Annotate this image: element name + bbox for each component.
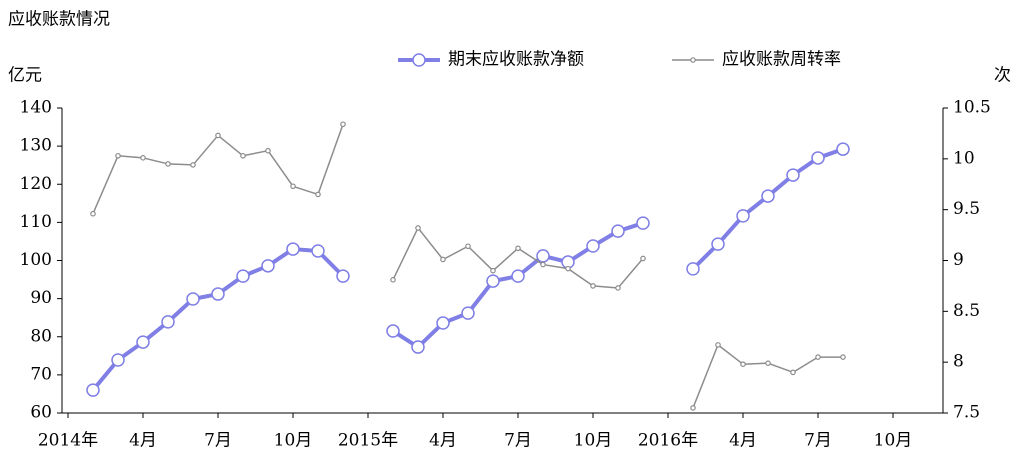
legend-label: 应收账款周转率 bbox=[722, 50, 841, 70]
point-marker bbox=[90, 210, 96, 217]
y2-tick-label: 9.5 bbox=[953, 199, 980, 219]
point-marker bbox=[686, 262, 700, 276]
point-marker bbox=[136, 335, 150, 349]
point-marker bbox=[261, 259, 275, 273]
point-marker bbox=[586, 239, 600, 253]
y-tick-label: 140 bbox=[20, 98, 52, 118]
legend-marker bbox=[412, 53, 426, 67]
point-marker bbox=[615, 285, 621, 291]
point-marker bbox=[515, 245, 521, 252]
chart-title: 应收账款情况 bbox=[8, 10, 110, 30]
point-marker bbox=[211, 287, 225, 301]
point-marker bbox=[186, 292, 200, 306]
point-marker bbox=[240, 152, 246, 159]
x-tick-label: 10月 bbox=[274, 431, 313, 451]
y-axis-label: 亿元 bbox=[8, 66, 42, 86]
x-tick-label: 2016年 bbox=[638, 431, 698, 451]
y2-axis-label: 次 bbox=[994, 66, 1011, 86]
y-tick-label: 70 bbox=[30, 364, 52, 384]
point-marker bbox=[286, 242, 300, 256]
series-line bbox=[92, 124, 843, 409]
point-marker bbox=[590, 283, 596, 289]
point-marker bbox=[315, 191, 321, 198]
point-marker bbox=[340, 121, 346, 128]
point-marker bbox=[690, 405, 696, 411]
point-marker bbox=[736, 209, 750, 223]
x-tick-label: 4月 bbox=[429, 431, 457, 451]
y-tick-label: 110 bbox=[20, 212, 52, 232]
x-tick-label: 10月 bbox=[574, 431, 613, 451]
point-marker bbox=[511, 269, 525, 283]
point-marker bbox=[811, 151, 825, 165]
y2-tick-label: 8 bbox=[953, 352, 964, 372]
point-marker bbox=[761, 189, 775, 203]
y2-tick-label: 9 bbox=[953, 250, 964, 270]
y-tick-label: 60 bbox=[30, 403, 52, 423]
point-marker bbox=[565, 265, 571, 272]
point-marker bbox=[461, 306, 475, 320]
point-marker bbox=[486, 274, 500, 288]
point-marker bbox=[715, 342, 721, 348]
point-marker bbox=[440, 256, 446, 263]
point-marker bbox=[390, 277, 396, 283]
point-marker bbox=[236, 269, 250, 283]
legend-label: 期末应收账款净额 bbox=[448, 50, 584, 70]
y-tick-label: 100 bbox=[20, 250, 52, 270]
x-tick-label: 10月 bbox=[874, 431, 913, 451]
y-tick-label: 80 bbox=[30, 326, 52, 346]
point-marker bbox=[190, 162, 196, 168]
point-marker bbox=[415, 225, 421, 231]
point-marker bbox=[140, 155, 146, 161]
legend-marker bbox=[690, 57, 696, 63]
point-marker bbox=[840, 354, 846, 360]
y2-tick-label: 8.5 bbox=[953, 301, 980, 321]
point-marker bbox=[536, 249, 550, 263]
point-marker bbox=[165, 161, 171, 167]
point-marker bbox=[465, 243, 471, 250]
point-marker bbox=[540, 261, 546, 268]
point-marker bbox=[161, 315, 175, 329]
y-tick-label: 90 bbox=[30, 288, 52, 308]
point-marker bbox=[636, 216, 650, 230]
point-marker bbox=[711, 237, 725, 251]
y-tick-label: 130 bbox=[20, 136, 52, 156]
point-marker bbox=[490, 267, 496, 274]
x-tick-label: 2014年 bbox=[38, 431, 98, 451]
point-marker bbox=[336, 269, 350, 283]
point-marker bbox=[611, 224, 625, 238]
point-marker bbox=[411, 340, 425, 354]
point-marker bbox=[436, 316, 450, 330]
point-marker bbox=[765, 360, 771, 366]
point-marker bbox=[215, 132, 221, 139]
point-marker bbox=[386, 324, 400, 338]
point-marker bbox=[790, 369, 796, 376]
y2-tick-label: 10.5 bbox=[953, 98, 991, 118]
y2-tick-label: 10 bbox=[953, 148, 975, 168]
point-marker bbox=[265, 147, 271, 154]
y-tick-label: 120 bbox=[20, 174, 52, 194]
point-marker bbox=[740, 361, 746, 368]
point-marker bbox=[115, 152, 121, 159]
x-tick-label: 4月 bbox=[729, 431, 757, 451]
point-marker bbox=[311, 244, 325, 258]
y2-tick-label: 7.5 bbox=[953, 403, 980, 423]
point-marker bbox=[815, 354, 821, 360]
point-marker bbox=[836, 142, 850, 156]
point-marker bbox=[111, 353, 125, 367]
point-marker bbox=[290, 183, 296, 190]
x-tick-label: 7月 bbox=[504, 431, 532, 451]
x-tick-label: 7月 bbox=[204, 431, 232, 451]
x-tick-label: 2015年 bbox=[338, 431, 398, 451]
point-marker bbox=[640, 255, 646, 262]
x-tick-label: 4月 bbox=[129, 431, 157, 451]
point-marker bbox=[86, 383, 100, 397]
x-tick-label: 7月 bbox=[804, 431, 832, 451]
point-marker bbox=[786, 168, 800, 182]
